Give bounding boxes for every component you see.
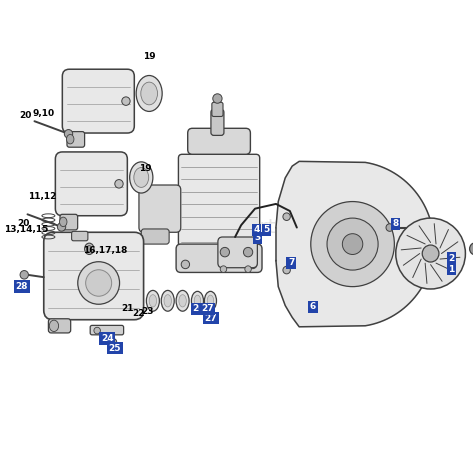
Text: DIYspareparts.com: DIYspareparts.com — [149, 218, 333, 237]
FancyBboxPatch shape — [67, 132, 85, 147]
Circle shape — [248, 260, 257, 269]
Ellipse shape — [130, 162, 153, 193]
FancyBboxPatch shape — [60, 214, 78, 230]
Ellipse shape — [85, 243, 94, 255]
Text: 20: 20 — [19, 110, 31, 119]
Ellipse shape — [66, 135, 74, 144]
Text: 7: 7 — [288, 258, 294, 267]
Ellipse shape — [204, 292, 217, 310]
FancyBboxPatch shape — [55, 152, 128, 216]
Circle shape — [20, 271, 28, 279]
Ellipse shape — [161, 291, 174, 311]
Ellipse shape — [194, 295, 201, 307]
FancyBboxPatch shape — [139, 185, 181, 232]
Text: 25: 25 — [109, 344, 121, 353]
Text: 22: 22 — [132, 309, 144, 318]
FancyBboxPatch shape — [218, 237, 257, 268]
Circle shape — [244, 247, 253, 257]
Text: 6: 6 — [310, 302, 316, 311]
Text: 21: 21 — [121, 304, 134, 313]
FancyBboxPatch shape — [178, 155, 260, 246]
Ellipse shape — [141, 82, 157, 105]
Ellipse shape — [207, 295, 214, 307]
Circle shape — [327, 218, 378, 270]
Circle shape — [213, 94, 222, 103]
Text: 19: 19 — [143, 52, 156, 61]
Ellipse shape — [87, 246, 91, 252]
Ellipse shape — [164, 295, 172, 307]
Text: 20: 20 — [18, 219, 30, 228]
Circle shape — [94, 327, 100, 334]
FancyBboxPatch shape — [90, 325, 124, 335]
Ellipse shape — [136, 75, 162, 111]
FancyBboxPatch shape — [141, 229, 169, 244]
Circle shape — [245, 266, 251, 273]
Text: 19: 19 — [139, 164, 151, 173]
Circle shape — [220, 266, 227, 273]
Text: 27: 27 — [205, 314, 217, 323]
Circle shape — [470, 243, 474, 255]
Circle shape — [64, 129, 73, 138]
FancyBboxPatch shape — [48, 319, 71, 333]
Circle shape — [422, 245, 439, 262]
Text: 24: 24 — [101, 334, 114, 343]
FancyBboxPatch shape — [211, 109, 224, 136]
Text: 16,17,18: 16,17,18 — [83, 246, 128, 255]
Circle shape — [220, 247, 229, 257]
Circle shape — [115, 180, 123, 188]
Ellipse shape — [49, 320, 59, 331]
Circle shape — [122, 97, 130, 105]
FancyBboxPatch shape — [212, 102, 223, 117]
Ellipse shape — [146, 291, 159, 311]
Circle shape — [78, 262, 119, 304]
Text: 1: 1 — [448, 264, 455, 273]
Text: 27: 27 — [201, 304, 213, 313]
Circle shape — [396, 218, 465, 289]
Circle shape — [386, 224, 393, 231]
FancyBboxPatch shape — [176, 244, 262, 273]
Text: 3: 3 — [254, 234, 261, 242]
Circle shape — [283, 213, 291, 220]
Ellipse shape — [60, 217, 67, 227]
FancyBboxPatch shape — [188, 128, 250, 155]
Circle shape — [110, 338, 117, 345]
Ellipse shape — [134, 167, 149, 187]
Ellipse shape — [191, 292, 203, 310]
Ellipse shape — [176, 291, 189, 311]
Polygon shape — [276, 161, 434, 327]
Text: 13,14,15: 13,14,15 — [4, 226, 49, 235]
Ellipse shape — [179, 295, 186, 307]
Text: 11,12: 11,12 — [28, 192, 56, 201]
Circle shape — [311, 201, 394, 287]
Text: 4: 4 — [253, 226, 260, 235]
Text: 5: 5 — [264, 226, 270, 235]
Text: 28: 28 — [16, 282, 28, 291]
Ellipse shape — [149, 295, 156, 307]
Circle shape — [283, 266, 291, 274]
Text: 8: 8 — [392, 219, 399, 228]
Text: 2: 2 — [448, 254, 455, 263]
FancyBboxPatch shape — [44, 232, 144, 319]
Circle shape — [342, 234, 363, 255]
Text: 26: 26 — [192, 304, 205, 313]
Text: 9,10: 9,10 — [33, 109, 55, 118]
Circle shape — [57, 223, 66, 231]
Circle shape — [181, 260, 190, 269]
FancyBboxPatch shape — [72, 231, 88, 241]
FancyBboxPatch shape — [62, 69, 134, 133]
Circle shape — [86, 270, 112, 296]
Text: 23: 23 — [141, 307, 154, 316]
